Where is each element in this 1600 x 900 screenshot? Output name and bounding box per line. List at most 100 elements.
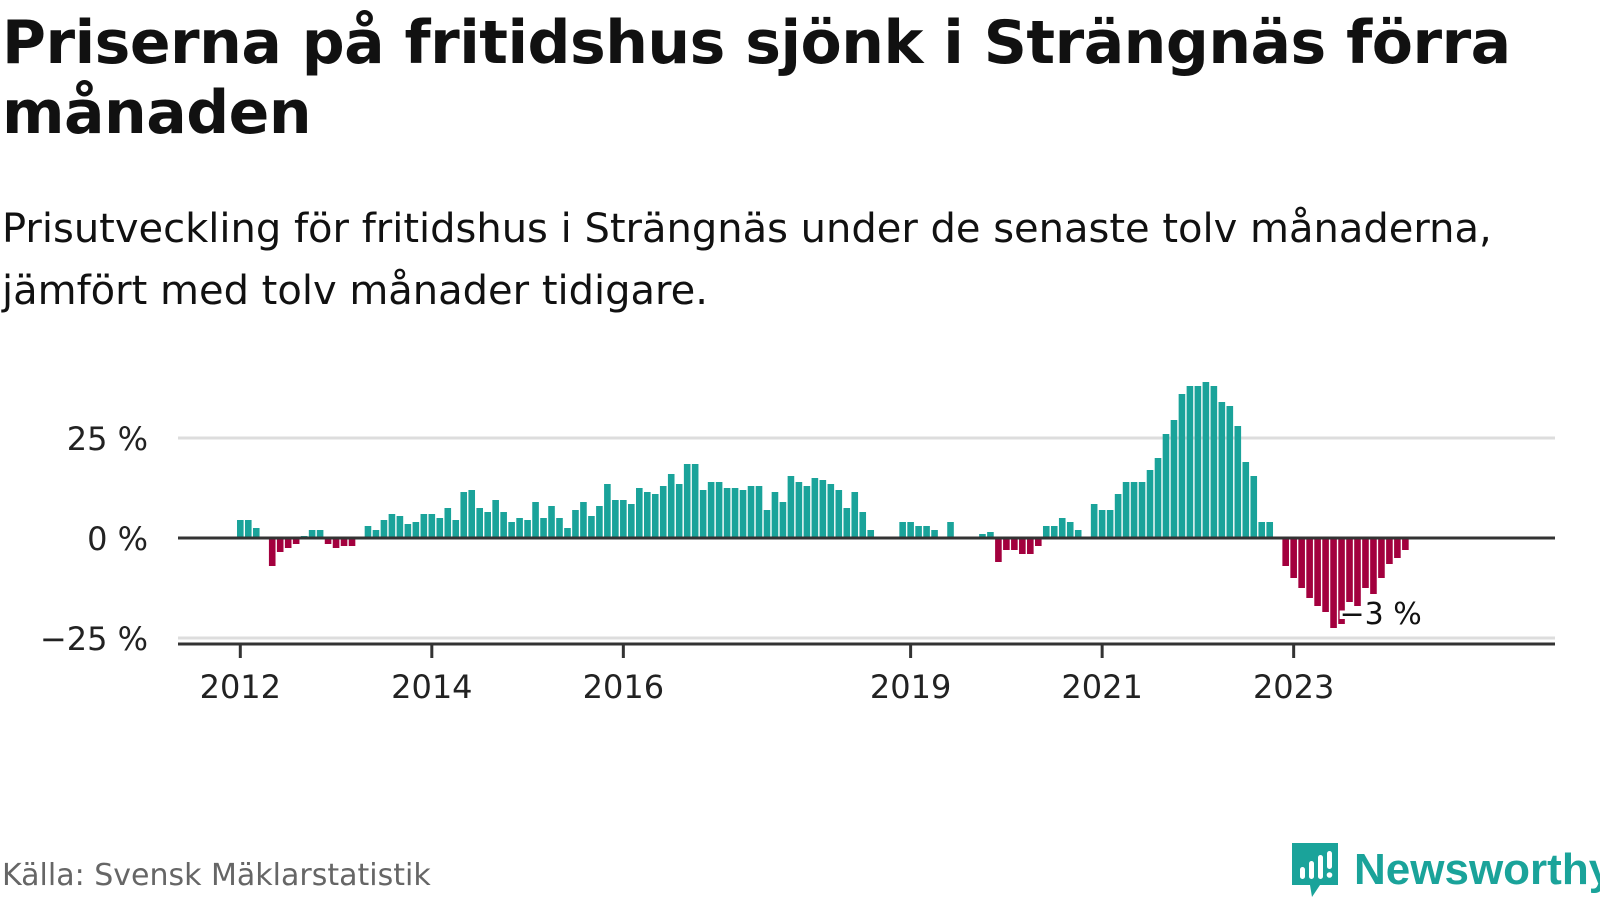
bar (1394, 538, 1401, 558)
grid-lines (178, 436, 1555, 640)
bar (867, 530, 875, 538)
bar (532, 502, 539, 538)
bar (1210, 386, 1218, 538)
bar (715, 482, 723, 538)
bar (572, 510, 579, 538)
newsworthy-logo: Newsworthy (1290, 840, 1600, 900)
bar (811, 478, 819, 538)
x-tick-label: 2016 (583, 668, 664, 706)
bar (907, 522, 914, 538)
chart-title: Priserna på fritidshus sjönk i Strängnäs… (2, 8, 1511, 148)
bar (979, 534, 986, 538)
bar (1106, 510, 1114, 538)
x-tick-label: 2023 (1253, 668, 1334, 706)
bar (324, 538, 332, 544)
bar (1258, 522, 1266, 538)
bar (1170, 420, 1178, 538)
bar (1346, 538, 1353, 602)
bar (1130, 482, 1138, 538)
bar (731, 488, 739, 538)
bar (1298, 538, 1305, 588)
y-tick-label: 0 % (87, 520, 148, 558)
bar (1242, 462, 1250, 538)
bar (835, 490, 843, 538)
bar (340, 538, 348, 546)
bar (268, 538, 276, 566)
y-tick-label: −25 % (40, 620, 148, 658)
bar (1338, 538, 1345, 624)
bar (691, 464, 699, 538)
bar (1290, 538, 1297, 578)
bar (1194, 386, 1202, 538)
bar (556, 518, 563, 538)
bar (292, 538, 300, 544)
bar (428, 514, 436, 538)
bar (580, 502, 587, 538)
bar (1370, 538, 1377, 594)
bar (348, 538, 356, 546)
bar (620, 500, 627, 538)
bar (548, 506, 555, 538)
bar (739, 490, 747, 538)
bar (1035, 538, 1042, 546)
bar (444, 508, 452, 538)
bar (628, 504, 635, 538)
bar (460, 492, 468, 538)
bar (484, 512, 491, 538)
bar (588, 516, 595, 538)
x-tick-label: 2019 (870, 668, 951, 706)
bar (1218, 402, 1226, 538)
bar (1138, 482, 1146, 538)
bar (787, 476, 795, 538)
bar (380, 520, 388, 538)
x-axis-ticks: 2012 2014 2016 2019 2021 2023 (200, 644, 1334, 706)
bar (923, 526, 930, 538)
bar (915, 526, 922, 538)
bar (1202, 382, 1210, 538)
bar (308, 530, 316, 538)
bar (771, 492, 779, 538)
bar (492, 500, 499, 538)
bar (851, 492, 859, 538)
bar (396, 516, 404, 538)
bar (604, 484, 611, 538)
bar (1234, 426, 1242, 538)
bar (1362, 538, 1369, 588)
bar (763, 510, 771, 538)
bar (508, 522, 515, 538)
bar (420, 514, 428, 538)
bar (476, 508, 483, 538)
bar (1058, 518, 1066, 538)
bar (404, 524, 412, 538)
bar (1122, 482, 1130, 538)
newsworthy-logo-icon (1292, 843, 1338, 897)
bar (827, 484, 835, 538)
bar (372, 530, 380, 538)
bar (675, 484, 683, 538)
bar (859, 512, 867, 538)
bar (1050, 526, 1058, 538)
bar (436, 518, 444, 538)
bar (947, 522, 954, 538)
bar (412, 522, 420, 538)
bar (1098, 510, 1106, 538)
bar (636, 488, 643, 538)
bar (699, 490, 707, 538)
brand-name: Newsworthy (1354, 845, 1600, 894)
y-tick-label: 25 % (67, 420, 148, 458)
bar (1146, 470, 1154, 538)
bar (803, 486, 811, 538)
last-value-label: −3 % (1339, 597, 1421, 632)
chart-subtitle: Prisutveckling för fritidshus i Strängnä… (2, 206, 1492, 314)
bar (723, 488, 731, 538)
bar (1322, 538, 1329, 612)
bar (364, 526, 372, 538)
bar (1154, 458, 1162, 538)
bar (1378, 538, 1385, 578)
source-text: Källa: Svensk Mäklarstatistik (2, 858, 431, 893)
bar (1003, 538, 1010, 550)
bar (524, 520, 531, 538)
bar (1226, 406, 1234, 538)
bar (1282, 538, 1289, 566)
bar (1042, 526, 1050, 538)
